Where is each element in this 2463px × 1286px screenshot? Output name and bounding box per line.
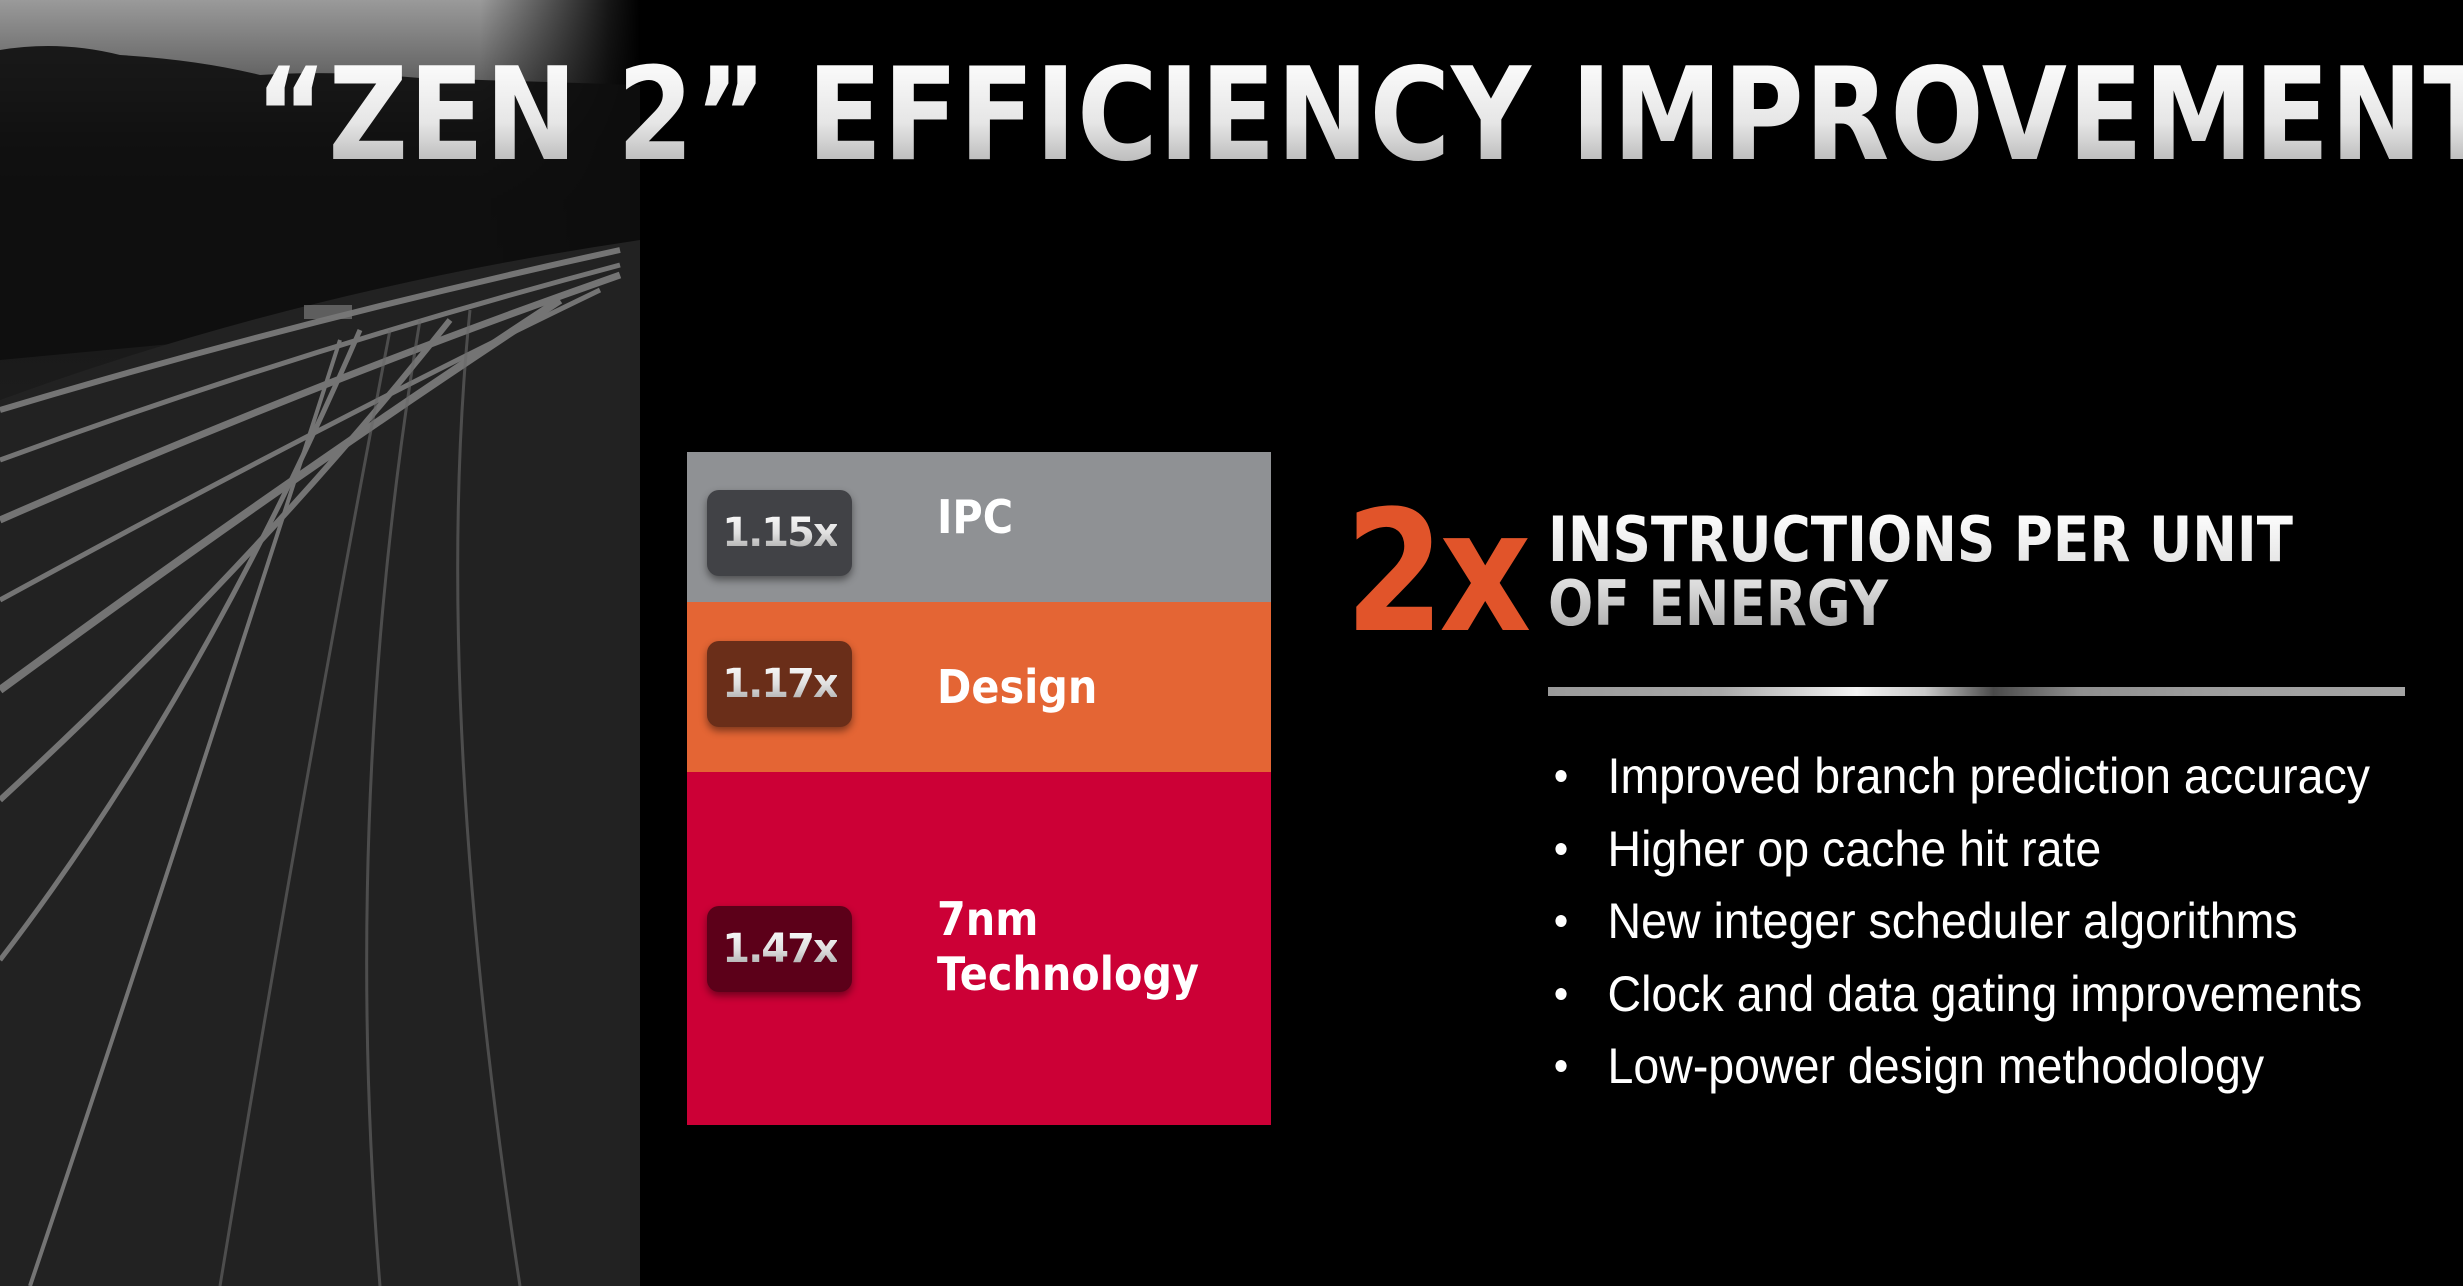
- bullet-icon: [1555, 1060, 1567, 1072]
- label-technology-line1: 7nm: [937, 892, 1039, 946]
- label-technology: 7nm Technology: [937, 892, 1199, 1002]
- bullet-icon: [1555, 987, 1567, 1000]
- label-technology-line2: Technology: [937, 947, 1200, 1002]
- road-light-trails-graphic: [0, 46, 640, 1286]
- headline: INSTRUCTIONS PER UNIT OF ENERGY: [1548, 508, 2293, 636]
- slide-title: “ZEN 2” EFFICIENCY IMPROVEMENTS: [255, 52, 2463, 180]
- headline-line1: INSTRUCTIONS PER UNIT: [1548, 503, 2294, 576]
- badge-ipc: 1.15x: [707, 490, 852, 576]
- layer-ipc: 1.15x IPC: [687, 452, 1271, 602]
- bullet-icon: [1555, 770, 1567, 782]
- badge-technology-value: 1.47x: [722, 926, 838, 972]
- bullet-icon: [1555, 915, 1567, 927]
- badge-design-value: 1.17x: [722, 661, 838, 707]
- badge-ipc-value: 1.15x: [722, 510, 838, 556]
- road-sign: [304, 305, 352, 319]
- label-ipc: IPC: [937, 490, 1014, 544]
- layer-7nm-technology: 1.47x 7nm Technology: [687, 772, 1271, 1125]
- bullet-icon: [1555, 842, 1567, 855]
- multiplier-2x: 2x: [1345, 474, 1531, 670]
- badge-technology: 1.47x: [707, 906, 852, 992]
- background-road-photo: [0, 0, 640, 1286]
- badge-design: 1.17x: [707, 641, 852, 727]
- headline-line2: OF ENERGY: [1548, 567, 1889, 640]
- label-design: Design: [937, 660, 1098, 714]
- layer-design: 1.17x Design: [687, 602, 1271, 772]
- divider-bar: [1548, 687, 2405, 696]
- efficiency-stack-chart: 1.15x IPC 1.17x Design 1.47x 7nm Technol…: [687, 452, 1271, 1125]
